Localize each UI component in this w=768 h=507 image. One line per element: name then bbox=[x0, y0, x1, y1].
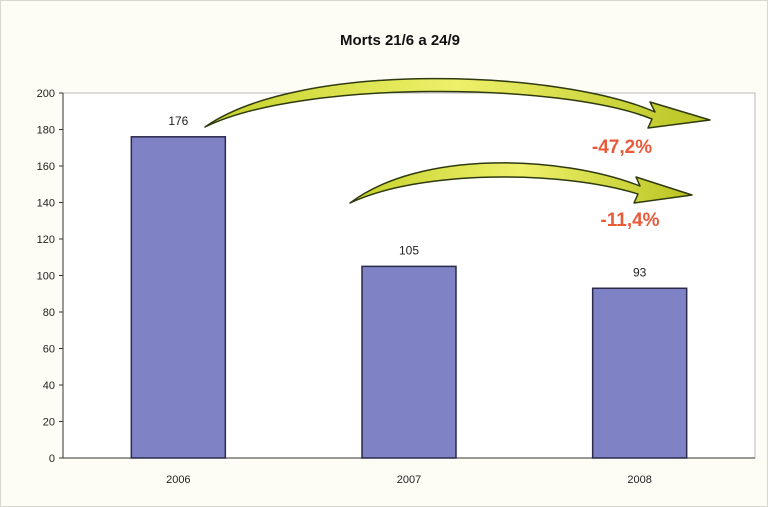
bar-2007 bbox=[361, 265, 457, 459]
y-tick-label: 60 bbox=[43, 344, 55, 356]
bar-2006 bbox=[130, 136, 227, 459]
bar-2008 bbox=[591, 287, 688, 459]
y-tick-label: 100 bbox=[37, 271, 55, 283]
y-tick-label: 160 bbox=[37, 161, 55, 173]
y-tick-label: 180 bbox=[37, 125, 55, 137]
arrow-2007-2008 bbox=[349, 162, 693, 204]
data-labels: 176 105 93 bbox=[168, 114, 646, 279]
x-axis-labels: 2006 2007 2008 bbox=[166, 474, 652, 486]
x-tick-label-2006: 2006 bbox=[166, 474, 190, 486]
y-axis-ticks: 0 20 40 60 80 100 120 140 160 180 200 bbox=[37, 88, 63, 465]
y-tick-label: 120 bbox=[37, 234, 55, 246]
y-tick-label: 20 bbox=[43, 417, 55, 429]
annotation-change-2006-2008: -47,2% bbox=[592, 137, 652, 158]
y-tick-label: 40 bbox=[43, 380, 55, 392]
data-label-2008: 93 bbox=[633, 265, 647, 279]
chart-title: Morts 21/6 a 24/9 bbox=[340, 32, 460, 49]
y-tick-label: 0 bbox=[49, 453, 55, 465]
annotation-change-2007-2008: -11,4% bbox=[600, 210, 659, 231]
arrow-2006-2008 bbox=[204, 77, 711, 129]
y-tick-label: 140 bbox=[37, 198, 55, 210]
y-tick-label: 200 bbox=[37, 88, 55, 100]
data-label-2007: 105 bbox=[399, 243, 419, 257]
x-tick-label-2008: 2008 bbox=[627, 474, 651, 486]
y-tick-label: 80 bbox=[43, 307, 55, 319]
x-tick-label-2007: 2007 bbox=[397, 474, 421, 486]
bars bbox=[130, 136, 688, 459]
data-label-2006: 176 bbox=[168, 114, 188, 128]
